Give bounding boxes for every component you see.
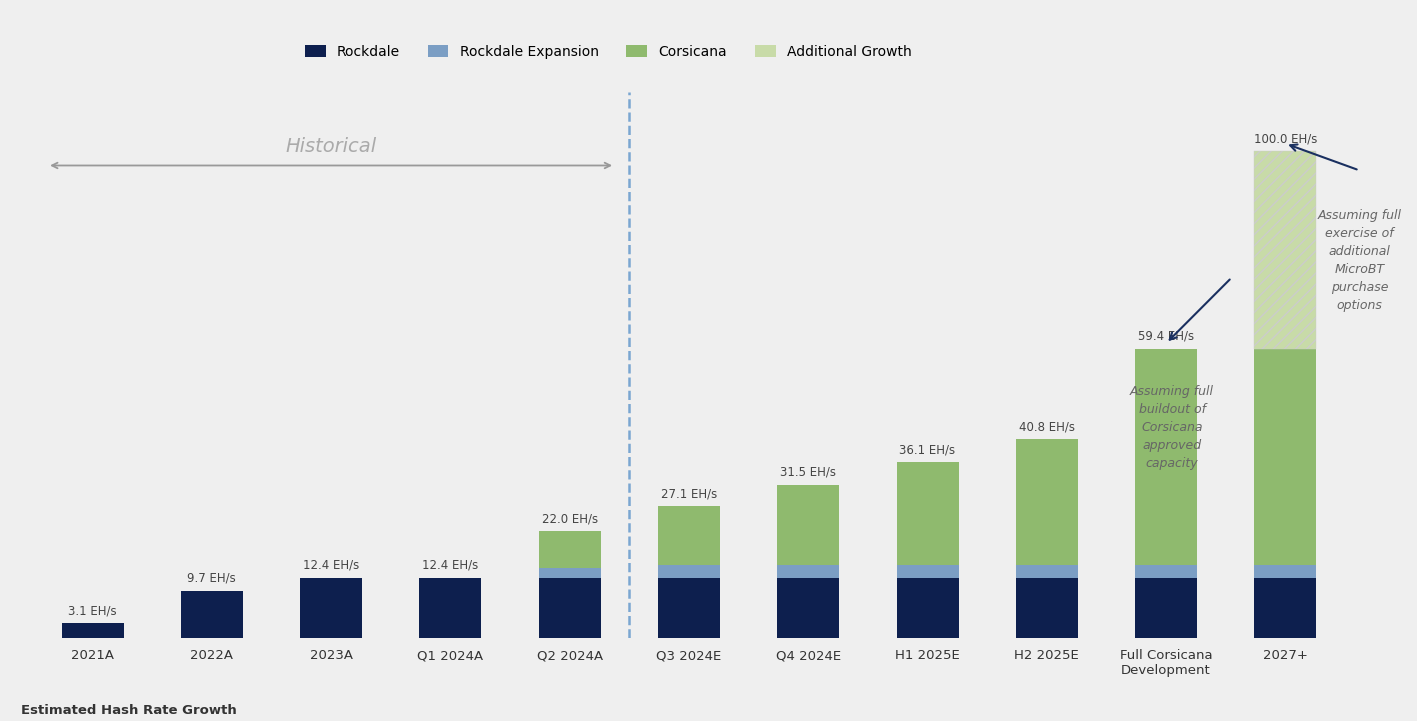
Bar <box>538 568 601 578</box>
Text: 59.4 EH/s: 59.4 EH/s <box>1138 329 1195 342</box>
Bar <box>657 565 720 578</box>
Text: Assuming full
buildout of
Corsicana
approved
capacity: Assuming full buildout of Corsicana appr… <box>1131 385 1214 469</box>
Text: 40.8 EH/s: 40.8 EH/s <box>1019 420 1076 433</box>
Text: Assuming full
exercise of
additional
MicroBT
purchase
options: Assuming full exercise of additional Mic… <box>1318 209 1401 312</box>
Bar <box>1254 151 1316 349</box>
Text: 100.0 EH/s: 100.0 EH/s <box>1254 132 1316 145</box>
Text: 36.1 EH/s: 36.1 EH/s <box>900 443 955 456</box>
Bar <box>897 462 958 565</box>
Bar <box>419 578 482 638</box>
Bar <box>300 578 363 638</box>
Bar <box>778 565 839 578</box>
Text: 22.0 EH/s: 22.0 EH/s <box>541 512 598 525</box>
Bar <box>1135 565 1197 578</box>
Bar <box>538 578 601 638</box>
Bar <box>657 506 720 565</box>
Bar <box>1254 349 1316 565</box>
Bar <box>897 565 958 578</box>
Bar <box>778 485 839 565</box>
Bar <box>897 578 958 638</box>
Bar <box>181 590 242 638</box>
Bar <box>657 578 720 638</box>
Text: 9.7 EH/s: 9.7 EH/s <box>187 572 237 585</box>
Bar <box>1135 349 1197 565</box>
Bar <box>1135 578 1197 638</box>
Text: 3.1 EH/s: 3.1 EH/s <box>68 604 116 617</box>
Bar <box>1254 578 1316 638</box>
Text: 12.4 EH/s: 12.4 EH/s <box>422 559 479 572</box>
Bar <box>1016 578 1078 638</box>
Bar <box>1254 565 1316 578</box>
Bar <box>538 531 601 568</box>
Bar <box>778 578 839 638</box>
Text: 27.1 EH/s: 27.1 EH/s <box>660 487 717 500</box>
Text: 12.4 EH/s: 12.4 EH/s <box>303 559 360 572</box>
Text: Historical: Historical <box>286 137 377 156</box>
Text: Estimated Hash Rate Growth: Estimated Hash Rate Growth <box>21 704 237 717</box>
Bar <box>1016 439 1078 565</box>
Bar <box>1016 565 1078 578</box>
Legend: Rockdale, Rockdale Expansion, Corsicana, Additional Growth: Rockdale, Rockdale Expansion, Corsicana,… <box>305 45 911 59</box>
Bar <box>61 623 123 638</box>
Text: 31.5 EH/s: 31.5 EH/s <box>781 466 836 479</box>
